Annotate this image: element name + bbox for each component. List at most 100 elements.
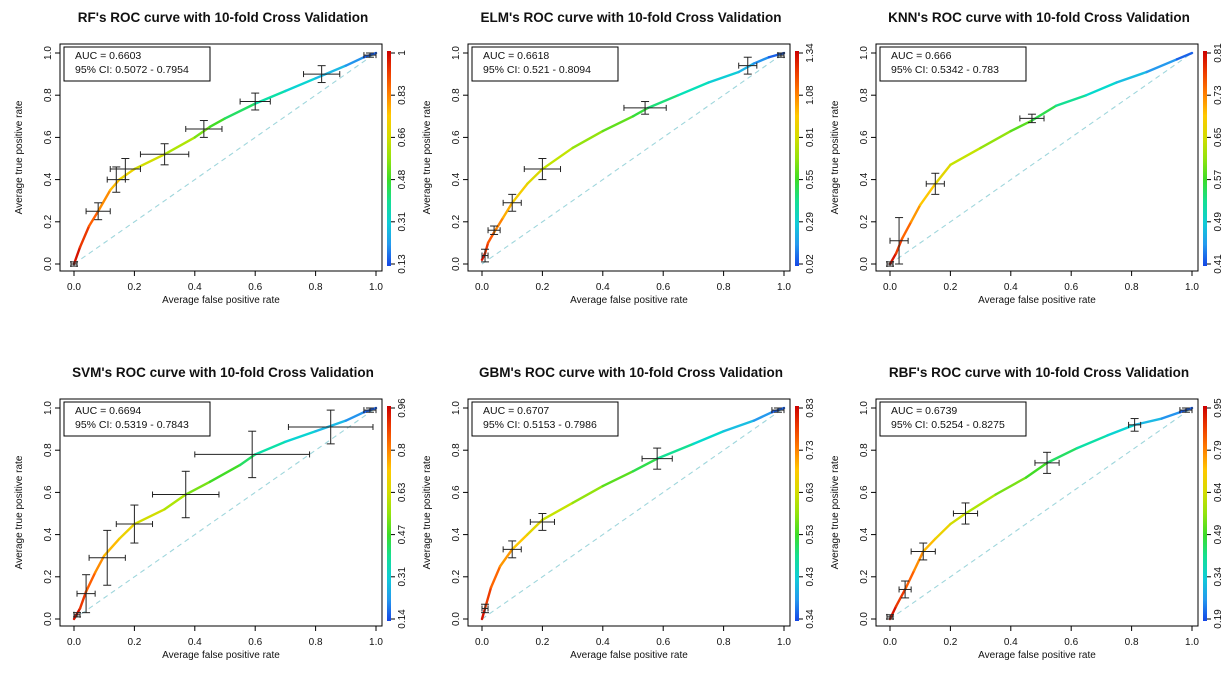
roc-curve-segment	[163, 493, 187, 511]
y-tick-label: 1.0	[43, 401, 54, 415]
chart-title: KNN's ROC curve with 10-fold Cross Valid…	[888, 10, 1190, 25]
x-tick-label: 0.0	[883, 637, 897, 648]
y-axis-label: Average true positive rate	[422, 455, 433, 569]
roc-curve-segment	[900, 220, 913, 240]
roc-panel-4: GBM's ROC curve with 10-fold Cross Valid…	[422, 365, 816, 661]
roc-curve-segment	[118, 522, 136, 541]
roc-curve-segment	[96, 188, 112, 213]
error-bar	[952, 502, 979, 525]
y-tick-label: 0.4	[451, 172, 462, 186]
x-tick-label: 0.4	[1004, 282, 1018, 293]
colorbar-tick-label: 1.08	[805, 85, 816, 105]
colorbar-tick-label: 0.34	[1213, 567, 1224, 587]
error-bar	[1019, 113, 1045, 124]
y-tick-label: 0.6	[451, 485, 462, 499]
colorbar-tick-label: 0.47	[397, 524, 408, 544]
roc-curve-segment	[1009, 119, 1034, 133]
error-bar	[363, 52, 377, 59]
chart-title: RBF's ROC curve with 10-fold Cross Valid…	[889, 365, 1189, 380]
roc-curve-segment	[903, 569, 916, 591]
colorbar-tick-label: 0.53	[805, 524, 816, 544]
colorbar-tick-label: 0.81	[805, 127, 816, 147]
roc-curve-segment	[1106, 423, 1136, 437]
roc-curve-segment	[1045, 446, 1079, 465]
error-bar	[529, 513, 555, 531]
x-tick-label: 0.2	[127, 282, 141, 293]
error-bar	[109, 158, 141, 181]
x-tick-label: 0.6	[1064, 282, 1078, 293]
roc-curve	[480, 51, 786, 261]
diagonal-reference-line	[73, 407, 377, 620]
error-bar	[88, 529, 126, 586]
colorbar	[1203, 51, 1207, 266]
colorbar-tick-label: 0.65	[1213, 127, 1224, 147]
roc-curve-segment	[344, 56, 366, 67]
error-bar	[239, 92, 271, 111]
roc-curve-segment	[894, 588, 907, 608]
auc-value: AUC = 0.6739	[891, 405, 957, 417]
y-tick-label: 0.8	[43, 443, 54, 457]
auc-value: AUC = 0.6603	[75, 50, 141, 62]
roc-curve-segment	[489, 565, 502, 589]
x-tick-label: 1.0	[369, 637, 383, 648]
auc-legend-box	[471, 46, 619, 82]
roc-curve-segment	[655, 442, 695, 460]
colorbar-tick-label: 0.14	[397, 609, 408, 629]
roc-curve-segment	[601, 115, 635, 133]
colorbar-tick-label: 0.81	[1213, 43, 1224, 63]
colorbar	[1203, 406, 1207, 621]
auc-legend: AUC = 0.6694 95% CI: 0.5319 - 0.7843	[63, 401, 211, 437]
roc-curve-segment	[501, 201, 514, 219]
error-bar	[70, 261, 78, 267]
colorbar-tick-label: 0.57	[1213, 169, 1224, 189]
roc-curve-segment	[677, 81, 710, 97]
roc-curve-segment	[208, 117, 227, 129]
x-tick-label: 1.0	[777, 637, 791, 648]
x-tick-label: 0.8	[309, 637, 323, 648]
roc-curve	[72, 406, 378, 621]
colorbar-tick-label: 0.64	[1213, 482, 1224, 502]
auc-confidence-interval: 95% CI: 0.521 - 0.8094	[483, 64, 591, 76]
y-axis-label: Average true positive rate	[830, 100, 841, 214]
y-tick-label: 0.0	[859, 612, 870, 626]
chart-title: GBM's ROC curve with 10-fold Cross Valid…	[479, 365, 783, 380]
auc-confidence-interval: 95% CI: 0.5153 - 0.7986	[483, 419, 597, 431]
roc-curve-segment	[511, 533, 529, 551]
x-tick-label: 1.0	[777, 282, 791, 293]
roc-curve-segment	[163, 136, 197, 156]
roc-curve-segment	[238, 453, 257, 467]
y-tick-label: 0.8	[451, 88, 462, 102]
auc-value: AUC = 0.6707	[483, 405, 549, 417]
error-bar	[502, 193, 522, 212]
error-bar	[910, 542, 936, 561]
x-axis-label: Average false positive rate	[978, 650, 1096, 661]
roc-curve-segment	[541, 146, 574, 171]
roc-curve-segment	[922, 537, 937, 553]
x-axis-label: Average false positive rate	[162, 650, 280, 661]
roc-panel-5: RBF's ROC curve with 10-fold Cross Valid…	[830, 365, 1224, 661]
roc-curve-segment	[78, 224, 91, 249]
roc-curve-segment	[934, 522, 952, 541]
colorbar	[795, 406, 799, 621]
colorbar-tick-label: 0.83	[805, 398, 816, 418]
error-bar	[738, 56, 758, 75]
x-tick-label: 0.0	[67, 282, 81, 293]
x-tick-label: 1.0	[1185, 637, 1199, 648]
colorbar-tick-label: 0.34	[805, 609, 816, 629]
plot-frame	[875, 43, 1199, 272]
error-bar	[889, 217, 909, 265]
roc-curve-segment	[631, 457, 659, 473]
error-bar	[85, 202, 111, 221]
x-tick-label: 0.0	[67, 637, 81, 648]
y-tick-label: 0.2	[859, 214, 870, 228]
colorbar-tick-label: 0.79	[1213, 440, 1224, 460]
error-bar	[623, 101, 667, 115]
roc-curve-segment	[646, 93, 680, 110]
colorbar-tick-label: 0.29	[805, 212, 816, 232]
x-tick-label: 0.4	[596, 282, 610, 293]
roc-curve-segment	[707, 70, 740, 84]
colorbar-tick-label: 0.31	[397, 567, 408, 587]
error-bar	[1128, 418, 1142, 432]
x-axis-label: Average false positive rate	[570, 650, 688, 661]
y-tick-label: 0.6	[859, 130, 870, 144]
